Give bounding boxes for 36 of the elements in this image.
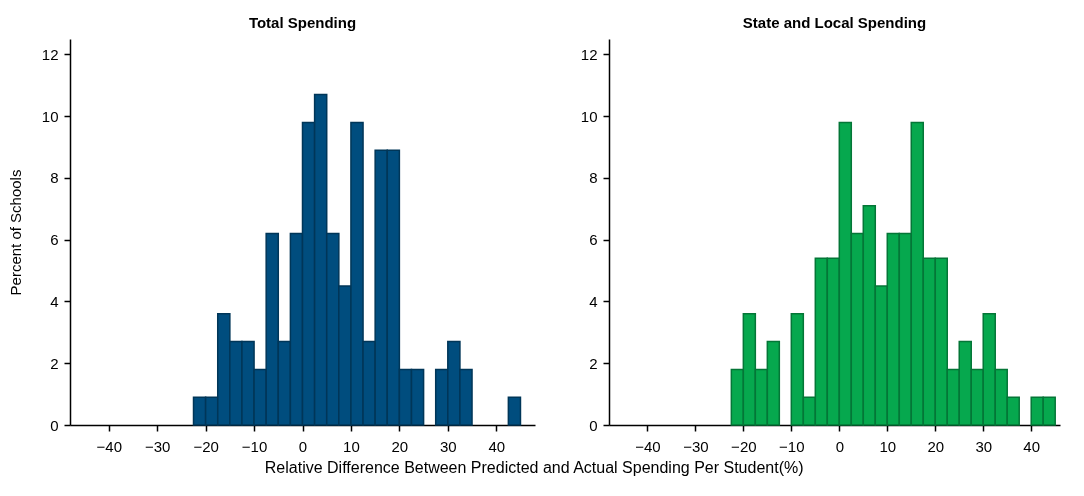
y-tick-label: 0 [589,416,598,434]
y-tick-label: 2 [589,354,598,372]
y-tick-label: 0 [50,416,59,434]
x-tick-label: −10 [241,437,268,455]
chart-title: State and Local Spending [742,14,927,31]
x-tick-label: 40 [1023,437,1041,455]
y-tick-label: 8 [589,169,598,187]
y-tick-label: 4 [50,292,59,310]
x-tick-label: 40 [488,437,506,455]
y-tick-label: 6 [50,231,59,249]
x-tick-label: 20 [927,437,945,455]
x-tick-label: 10 [879,437,897,455]
x-tick-label: −30 [144,437,171,455]
y-tick-label: 12 [41,45,59,63]
x-tick-label: 20 [391,437,409,455]
x-axis-title: Relative Difference Between Predicted and Actual Spending Per Student(%) [264,459,804,476]
x-tick-label: 30 [975,437,993,455]
x-tick-label: −30 [683,437,709,455]
x-tick-label: 0 [835,437,844,455]
y-tick-label: 2 [50,354,59,372]
x-tick-label: −40 [635,437,661,455]
x-tick-label: 0 [298,437,308,455]
y-tick-label: 8 [50,169,59,187]
x-tick-label: 30 [439,437,457,455]
x-tick-label: −40 [96,437,122,455]
y-tick-label: 10 [580,107,598,125]
x-tick-label: −20 [731,437,757,455]
y-tick-label: 4 [589,292,598,310]
x-tick-label: 10 [343,437,360,455]
x-tick-label: −10 [779,437,805,455]
y-tick-label: 12 [580,45,598,63]
chart-title: Total Spending [248,14,357,31]
y-tick-label: 10 [41,107,59,125]
x-tick-label: −20 [193,437,219,455]
y-tick-label: 6 [589,231,598,249]
y-axis-title: Percent of Schools [6,169,24,296]
